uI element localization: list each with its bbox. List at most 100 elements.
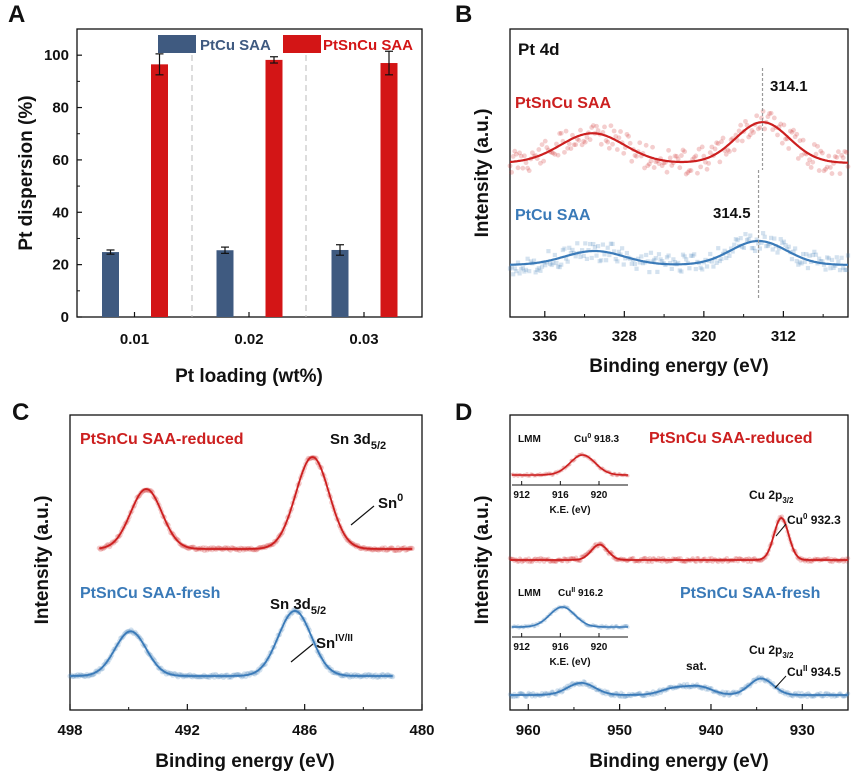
data-point: [751, 246, 756, 251]
data-point: [672, 153, 678, 159]
data-point: [703, 159, 708, 165]
data-point: [648, 250, 654, 255]
data-point: [825, 255, 830, 260]
panel-a: A 0 20 40 60 80 100 0.01 0.02 0.03 PtCu SAA PtS…: [8, 1, 423, 387]
x-tick-label: 930: [790, 722, 815, 739]
fit-line: [512, 606, 628, 628]
data-point: [692, 252, 697, 257]
panel-d: D 960 950 940 930 PtSnCu SAA-reduced PtSnCu…: [455, 399, 851, 772]
y-tick-label: 60: [52, 152, 69, 169]
data-point: [562, 149, 567, 155]
legend-label-ptcu: PtCu SAA: [200, 37, 271, 54]
data-point: [789, 129, 795, 135]
data-point: [844, 267, 849, 272]
data-point: [807, 157, 812, 163]
data-point: [563, 128, 569, 134]
panel-c-label: C: [12, 399, 29, 426]
y-tick-label: 0: [61, 309, 69, 326]
panel-a-frame: [76, 28, 423, 318]
data-point: [693, 266, 698, 272]
data-point: [660, 258, 665, 264]
data-point: [581, 253, 586, 259]
x-tick-label: 480: [409, 722, 434, 739]
data-point: [732, 242, 737, 247]
data-point: [781, 122, 787, 128]
data-point: [536, 266, 541, 271]
data-point: [539, 142, 545, 148]
data-point: [581, 138, 587, 144]
data-point: [559, 262, 564, 267]
x-tick-label: 498: [57, 722, 82, 739]
data-point: [568, 146, 574, 151]
data-point: [794, 131, 800, 137]
data-point: [821, 262, 827, 267]
data-point: [552, 151, 558, 157]
data-point: [639, 254, 644, 259]
data-point: [765, 114, 771, 120]
data-point: [643, 142, 649, 148]
data-point: [783, 243, 788, 248]
panel-d-label: D: [455, 399, 472, 426]
data-point: [517, 271, 522, 276]
data-point: [801, 251, 806, 257]
data-point: [755, 126, 761, 132]
data-point: [544, 145, 550, 150]
data-point: [780, 240, 785, 246]
data-point: [602, 124, 607, 130]
panel-d-leader-cuii: [774, 675, 787, 689]
data-point: [748, 233, 753, 238]
data-point: [653, 159, 659, 165]
data-point: [682, 149, 688, 154]
data-point: [680, 252, 686, 257]
data-point: [666, 147, 671, 153]
data-point: [840, 155, 846, 161]
inset-x-tick-label: 916: [552, 642, 569, 653]
data-point: [565, 259, 570, 264]
panel-d-leader-cu0: [775, 523, 787, 537]
legend-swatch-ptsncu: [283, 35, 321, 53]
data-point: [787, 128, 793, 134]
data-point: [525, 256, 530, 261]
data-point: [793, 246, 798, 251]
data-point: [515, 260, 521, 265]
data-point: [648, 158, 654, 164]
panel-b: B Pt 4d 336 328 320 312 PtSnCu SAA PtCu SAA…: [455, 1, 851, 377]
data-point: [823, 166, 828, 172]
panel-c-plot: [67, 454, 415, 681]
data-point: [690, 253, 695, 258]
data-point: [582, 139, 588, 145]
data-point: [799, 261, 804, 266]
data-point: [821, 168, 827, 174]
data-point: [604, 258, 609, 263]
data-point: [616, 249, 622, 254]
data-point: [575, 241, 580, 246]
data-point: [522, 153, 527, 159]
data-point: [567, 245, 572, 250]
data-point: [760, 108, 766, 114]
data-point: [664, 169, 670, 175]
data-point: [600, 242, 606, 247]
data-point: [810, 252, 815, 258]
y-tick-label: 80: [52, 100, 69, 117]
x-tick-label: 0.02: [234, 331, 263, 348]
data-point: [520, 165, 526, 171]
panel-d-x-title: Binding energy (eV): [589, 751, 768, 772]
fit-line: [512, 454, 628, 476]
data-point: [740, 244, 745, 249]
data-point: [723, 151, 729, 157]
data-point: [624, 250, 630, 256]
data-point: [594, 123, 599, 129]
data-point: [570, 247, 575, 253]
bar-ptsncu: [151, 64, 168, 317]
panel-a-y-ticks: 0 20 40 60 80 100: [44, 47, 82, 326]
panel-b-frame: [509, 28, 849, 318]
data-point: [562, 246, 567, 251]
data-point: [515, 165, 521, 171]
data-point: [679, 153, 684, 158]
inset-fresh-lmm: LMM: [518, 588, 541, 599]
data-point: [698, 265, 703, 270]
x-tick-label: 950: [607, 722, 632, 739]
inset-reduced-lmm: LMM: [518, 434, 541, 445]
data-point: [781, 239, 787, 244]
data-point: [815, 143, 820, 149]
